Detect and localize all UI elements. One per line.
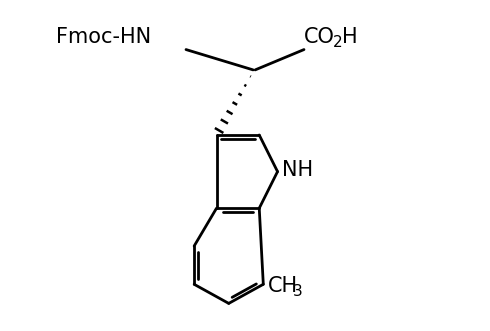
Text: CO: CO	[304, 27, 335, 47]
Text: 2: 2	[333, 35, 343, 50]
Text: H: H	[342, 27, 357, 47]
Text: CH: CH	[268, 276, 298, 296]
Text: Fmoc-HN: Fmoc-HN	[56, 27, 151, 47]
Text: 3: 3	[293, 284, 302, 299]
Text: NH: NH	[282, 160, 314, 180]
